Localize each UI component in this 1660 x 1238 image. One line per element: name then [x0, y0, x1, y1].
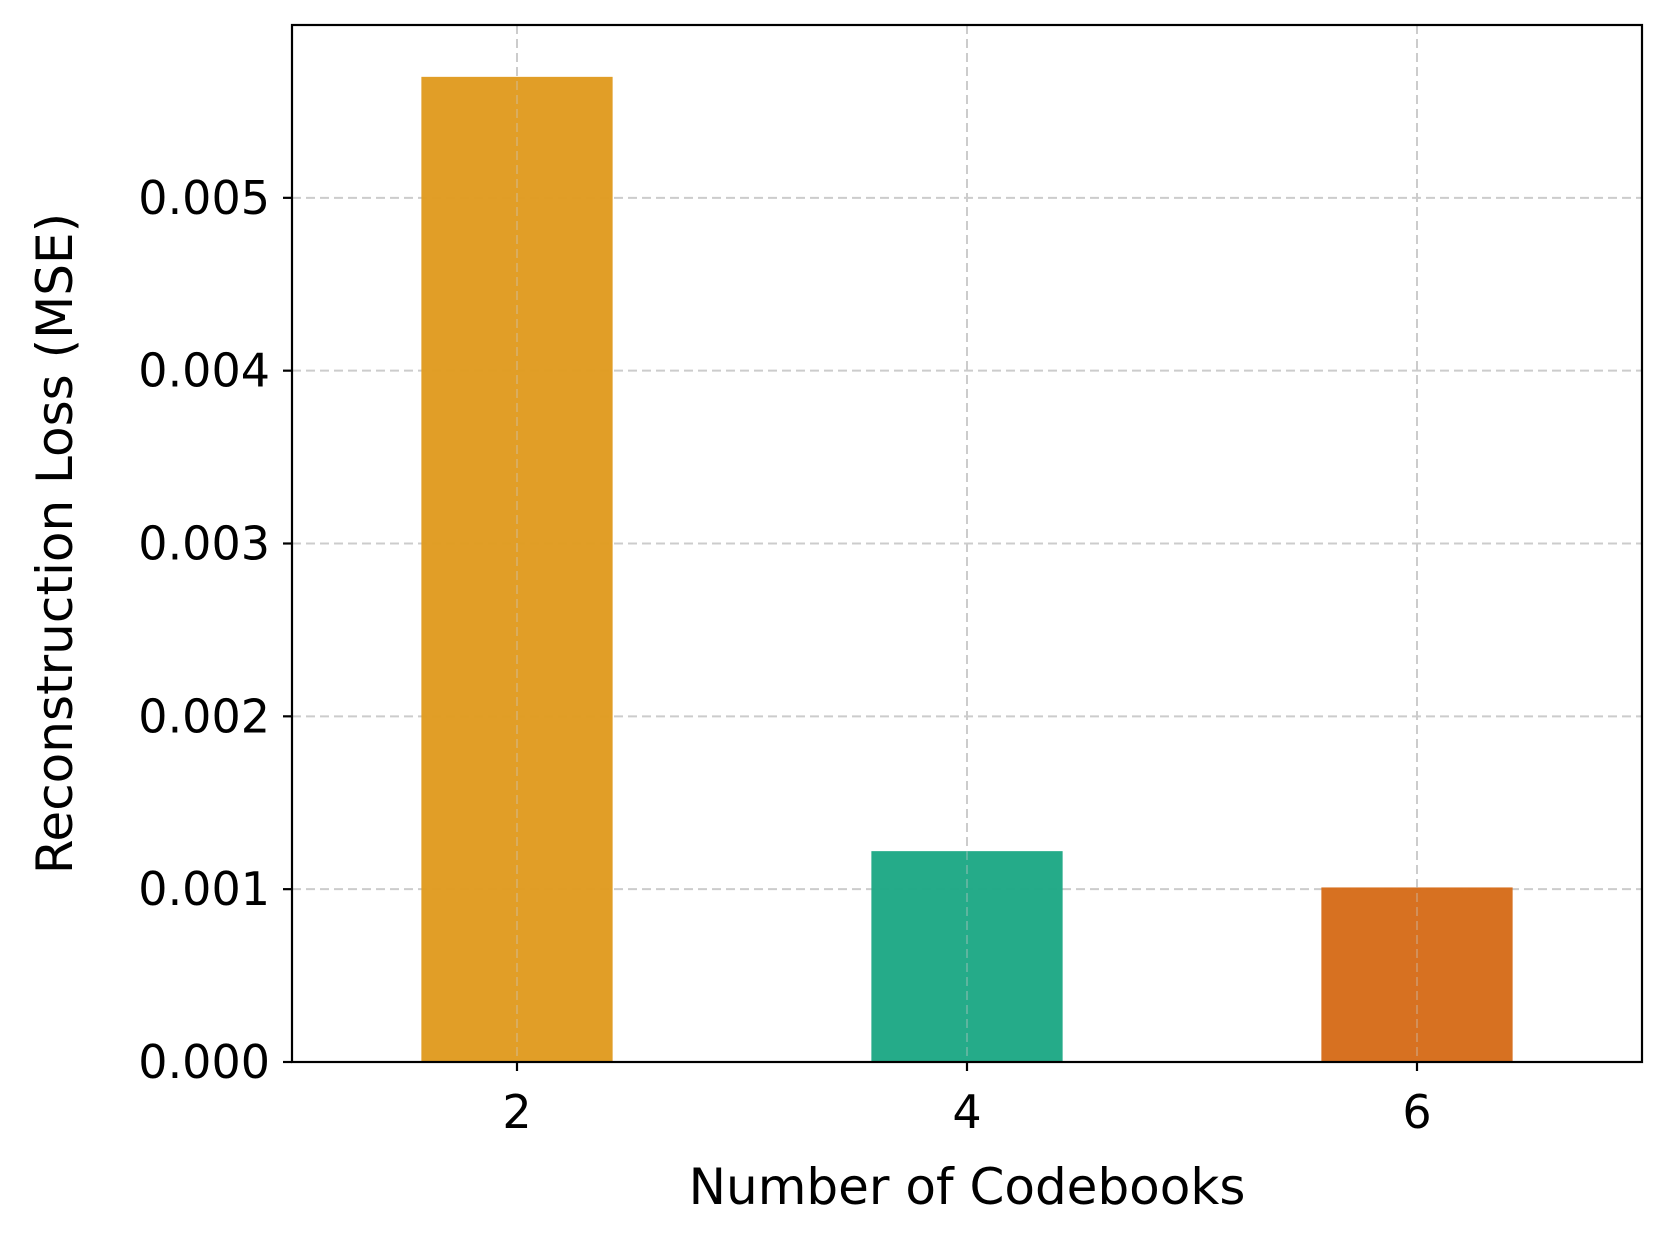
- y-tick-label: 0.001: [138, 862, 270, 916]
- bar-6: [1321, 887, 1513, 1062]
- y-axis-ticks: 0.000 0.001 0.002 0.003 0.004 0.005: [138, 171, 292, 1089]
- y-axis-label: Reconstruction Loss (MSE): [26, 213, 84, 874]
- y-tick-label: 0.000: [138, 1035, 270, 1089]
- x-tick-label: 6: [1402, 1085, 1431, 1139]
- y-tick-label: 0.004: [138, 344, 270, 398]
- x-axis-ticks: 2 4 6: [502, 1062, 1432, 1139]
- y-tick-label: 0.003: [138, 517, 270, 571]
- x-tick-label: 2: [502, 1085, 531, 1139]
- y-tick-label: 0.005: [138, 171, 270, 225]
- bars: [421, 25, 1513, 1063]
- y-tick-label: 0.002: [138, 689, 270, 743]
- x-axis-label: Number of Codebooks: [689, 1158, 1246, 1216]
- bar-2: [421, 76, 613, 1063]
- bar-4: [871, 851, 1063, 1062]
- x-tick-label: 4: [952, 1085, 981, 1139]
